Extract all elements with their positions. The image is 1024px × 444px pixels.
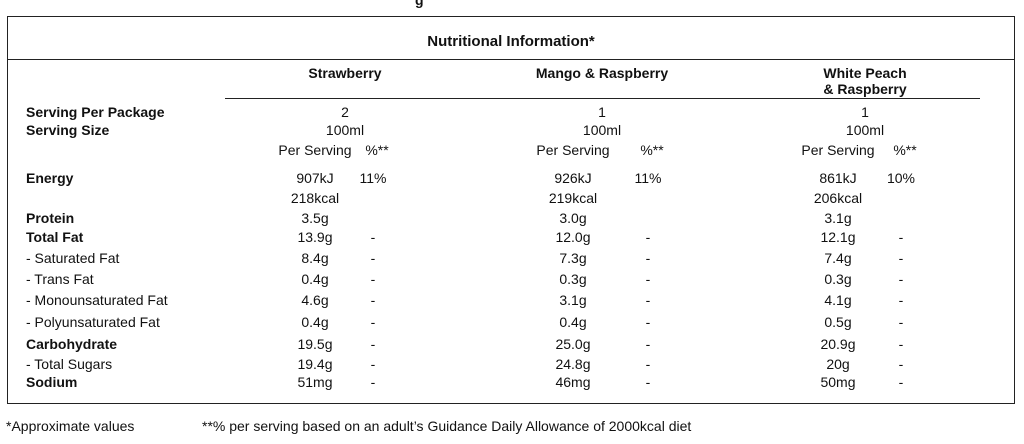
nutrient-value: 0.4g <box>301 314 329 330</box>
nutrient-value: 19.4g <box>297 356 333 372</box>
row-label: Serving Size <box>26 122 110 138</box>
nutrient-value: 51mg <box>297 374 333 390</box>
row-label: - Polyunsaturated Fat <box>26 314 160 330</box>
nutrient-value: 3.5g <box>301 210 329 226</box>
nutrient-value: 20g <box>826 356 850 372</box>
serving-per-package-value: 2 <box>341 104 349 120</box>
energy-kj-value: 907kJ <box>296 170 334 186</box>
nutrient-value: 4.1g <box>824 292 852 308</box>
nutrient-value: 8.4g <box>301 250 329 266</box>
nutrient-value: 46mg <box>555 374 591 390</box>
serving-per-package-value: 1 <box>861 104 869 120</box>
row-label: - Saturated Fat <box>26 250 120 266</box>
nutrient-value: 0.4g <box>301 271 329 287</box>
percent-header: %** <box>893 142 917 158</box>
nutrient-percent: - <box>898 250 904 266</box>
nutrient-percent: - <box>370 374 376 390</box>
nutrient-value: 0.3g <box>824 271 852 287</box>
row-label: Carbohydrate <box>26 336 118 352</box>
nutrition-panel: Nutritional Information* Strawberry Mango… <box>7 16 1015 404</box>
nutrient-percent: - <box>645 229 651 245</box>
row-label: Protein <box>26 210 75 226</box>
percent-header: %** <box>640 142 664 158</box>
nutrient-value: 25.0g <box>555 336 591 352</box>
nutrient-value: 7.3g <box>559 250 587 266</box>
energy-kcal-value: 206kcal <box>813 190 863 206</box>
nutrient-percent: - <box>898 229 904 245</box>
nutrient-value: 0.3g <box>559 271 587 287</box>
nutrient-percent: - <box>898 374 904 390</box>
nutrient-percent: - <box>370 292 376 308</box>
cropped-heading-fragment: g <box>415 0 424 8</box>
nutrient-percent: - <box>370 271 376 287</box>
row-label: Energy <box>26 170 74 186</box>
per-serving-header: Per Serving <box>278 142 352 158</box>
panel-title: Nutritional Information* <box>427 33 595 50</box>
nutrient-percent: - <box>370 336 376 352</box>
nutrient-percent: - <box>370 250 376 266</box>
nutrient-percent: - <box>645 374 651 390</box>
percent-header: %** <box>365 142 389 158</box>
nutrient-percent: - <box>645 336 651 352</box>
row-label: - Total Sugars <box>26 356 113 372</box>
nutrient-value: 12.0g <box>555 229 591 245</box>
nutrient-value: 3.1g <box>824 210 852 226</box>
serving-size-value: 100ml <box>845 122 885 138</box>
nutrient-value: 50mg <box>820 374 856 390</box>
nutrient-percent: - <box>645 314 651 330</box>
nutrient-percent: - <box>370 356 376 372</box>
nutrient-percent: - <box>370 229 376 245</box>
energy-kcal-value: 218kcal <box>290 190 340 206</box>
header-divider <box>225 98 980 99</box>
nutrient-value: 12.1g <box>820 229 856 245</box>
flavour-header: White Peach & Raspberry <box>823 65 907 97</box>
nutrient-value: 3.0g <box>559 210 587 226</box>
nutrient-percent: - <box>370 314 376 330</box>
footnote-approx: *Approximate values <box>6 418 135 434</box>
energy-percent-value: 10% <box>886 170 916 186</box>
flavour-header: Strawberry <box>308 65 382 81</box>
nutrient-value: 24.8g <box>555 356 591 372</box>
row-label: Sodium <box>26 374 78 390</box>
title-divider <box>8 59 1014 60</box>
energy-percent-value: 11% <box>359 170 387 186</box>
nutrient-percent: - <box>898 314 904 330</box>
row-label: Serving Per Package <box>26 104 165 120</box>
nutrient-value: 20.9g <box>820 336 856 352</box>
energy-percent-value: 11% <box>634 170 662 186</box>
nutrient-percent: - <box>645 356 651 372</box>
row-label: - Monounsaturated Fat <box>26 292 168 308</box>
per-serving-header: Per Serving <box>801 142 875 158</box>
per-serving-header: Per Serving <box>536 142 610 158</box>
nutrient-percent: - <box>645 250 651 266</box>
row-label: Total Fat <box>26 229 84 245</box>
serving-size-value: 100ml <box>582 122 622 138</box>
nutrient-value: 7.4g <box>824 250 852 266</box>
nutrient-percent: - <box>898 336 904 352</box>
energy-kj-value: 926kJ <box>554 170 592 186</box>
nutrient-value: 19.5g <box>297 336 333 352</box>
nutrient-value: 3.1g <box>559 292 587 308</box>
energy-kcal-value: 219kcal <box>548 190 598 206</box>
energy-kj-value: 861kJ <box>819 170 857 186</box>
serving-size-value: 100ml <box>325 122 365 138</box>
nutrient-value: 13.9g <box>297 229 333 245</box>
nutrient-percent: - <box>898 271 904 287</box>
nutrient-percent: - <box>898 292 904 308</box>
nutrient-value: 4.6g <box>301 292 329 308</box>
nutrient-value: 0.4g <box>559 314 587 330</box>
nutrient-percent: - <box>898 356 904 372</box>
footnote-gda: **% per serving based on an adult’s Guid… <box>202 418 692 434</box>
flavour-header: Mango & Raspberry <box>535 65 669 81</box>
serving-per-package-value: 1 <box>598 104 606 120</box>
row-label: - Trans Fat <box>26 271 94 287</box>
nutrient-value: 0.5g <box>824 314 852 330</box>
nutrient-percent: - <box>645 292 651 308</box>
nutrient-percent: - <box>645 271 651 287</box>
